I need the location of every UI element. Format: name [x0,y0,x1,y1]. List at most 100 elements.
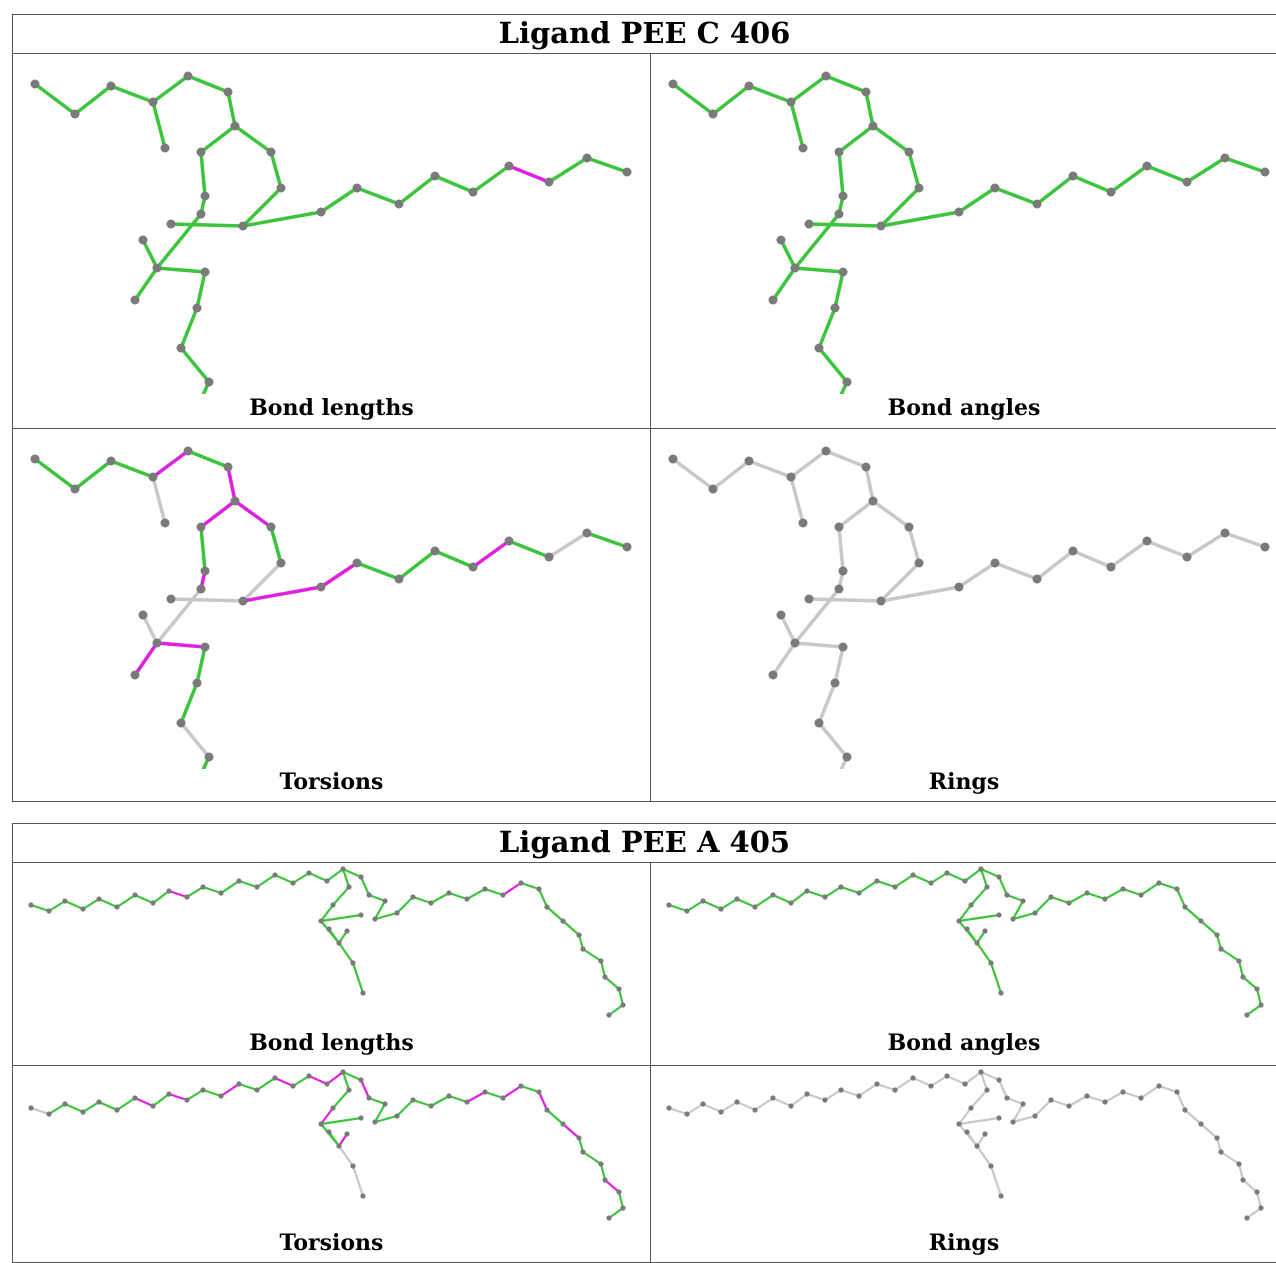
atom [582,153,592,163]
bond [817,721,849,759]
bond [837,150,845,198]
atom [196,209,206,219]
atom [184,1097,190,1103]
atom [668,454,678,464]
bond [319,1116,363,1126]
bond [907,525,921,565]
atom [770,1095,776,1101]
atom [904,147,914,157]
atom [360,1193,366,1199]
bond [547,531,589,559]
bond [685,1102,705,1116]
bond [447,1094,469,1104]
atom [1020,1101,1026,1107]
bond [195,645,207,685]
atom [382,1101,388,1107]
atom [1010,1119,1016,1125]
bond [141,238,159,270]
atom [954,582,964,592]
bond [367,893,387,903]
bond [1011,899,1025,921]
bond [1219,1150,1241,1166]
bond [1035,549,1075,581]
atom [218,1093,224,1099]
atom [838,884,844,890]
atom [830,303,840,313]
atom [344,1131,350,1137]
bond [1071,549,1113,569]
bond [151,475,167,525]
bond [507,164,551,184]
atom [842,377,852,387]
bond [879,585,961,603]
bond [351,961,365,995]
atom [114,1107,120,1113]
atom [200,1087,206,1093]
bond [1011,911,1037,921]
bond [807,597,883,603]
atom [616,1189,622,1195]
atom [944,870,950,876]
atom [1198,1121,1204,1127]
atom [130,295,140,305]
bond [1237,959,1245,979]
bond [1011,1102,1025,1124]
bond [789,449,828,479]
atom [1218,1149,1224,1155]
bond [169,597,245,603]
bond [133,1096,155,1108]
bond [735,1100,757,1112]
bond [429,1094,451,1108]
bond [483,1090,505,1100]
bond [201,1088,223,1098]
atom [1032,199,1042,209]
atom [974,940,980,946]
atom [326,1129,332,1135]
bond [1157,1084,1179,1094]
bond [241,210,323,228]
molecule-diagram [668,446,1270,769]
atom [428,900,434,906]
bond [789,889,809,905]
atom [768,670,778,680]
atom [988,1163,994,1169]
bond [373,911,399,921]
bond [337,1144,355,1168]
atom [996,1077,1002,1083]
atom [964,1129,970,1135]
bond [1109,539,1149,569]
bond [1139,1084,1161,1100]
atom [132,892,138,898]
bond [397,549,437,581]
atom [1068,171,1078,181]
atom [30,454,40,464]
atom [340,866,346,872]
atom [130,670,140,680]
bond [1183,1108,1203,1126]
atom [318,1121,324,1127]
atom [366,892,372,898]
bond [151,449,190,479]
atom [536,1089,542,1095]
bond [607,1206,625,1220]
atom [776,610,786,620]
bond [1085,891,1107,901]
atom [666,1105,672,1111]
panel-caption: Bond angles [887,395,1041,421]
bond [519,881,541,891]
atom [394,910,400,916]
atom [1032,910,1038,916]
bond [429,891,451,905]
bond [255,873,277,889]
atom [606,1012,612,1018]
bond [911,873,933,885]
bond [151,74,190,104]
bond [864,90,875,128]
bond [1223,531,1267,549]
bond [793,641,845,649]
bond [241,585,323,603]
bond [607,1003,625,1017]
bond [839,755,849,769]
atom [974,1143,980,1149]
bond [603,975,621,991]
